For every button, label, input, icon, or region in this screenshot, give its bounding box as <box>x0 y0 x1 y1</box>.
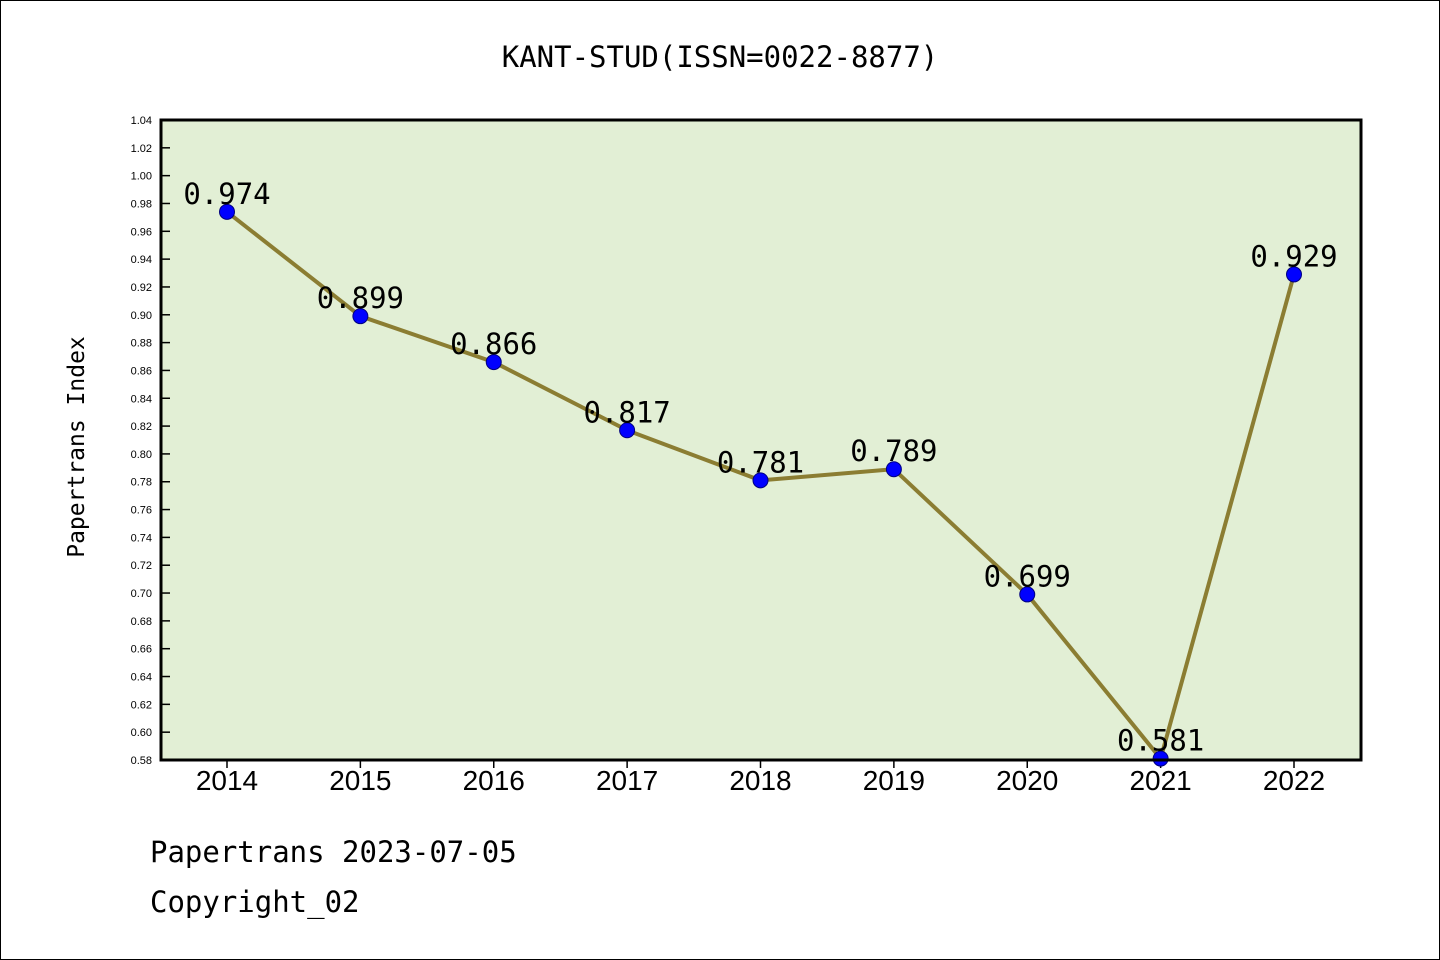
plot-area <box>161 120 1361 760</box>
data-point <box>219 203 235 220</box>
y-tick-label: 1.04 <box>131 115 152 127</box>
y-tick-label: 0.74 <box>131 532 152 544</box>
x-tick-label: 2022 <box>1263 765 1325 796</box>
chart-title: KANT-STUD(ISSN=0022-8877) <box>502 40 939 74</box>
data-point <box>1286 266 1302 283</box>
data-label: 0.929 <box>1250 239 1337 273</box>
y-tick-label: 0.78 <box>131 477 152 489</box>
y-tick-label: 1.02 <box>131 143 152 155</box>
data-point <box>619 422 636 439</box>
data-label: 0.699 <box>984 559 1071 593</box>
y-tick-label: 0.64 <box>131 672 152 684</box>
y-tick-label: 0.62 <box>131 699 152 711</box>
y-tick-label: 0.92 <box>131 282 152 294</box>
x-tick-label: 2014 <box>196 765 258 796</box>
data-label: 0.817 <box>583 395 670 429</box>
data-point <box>885 461 902 478</box>
data-label: 0.974 <box>183 177 270 211</box>
data-point <box>485 354 502 371</box>
plot-border <box>159 118 1363 762</box>
footer-date: Papertrans 2023-07-05 <box>150 835 517 869</box>
y-tick-label: 0.88 <box>131 338 152 350</box>
y-tick-label: 0.80 <box>131 449 152 461</box>
x-axis: 2014 2015 2016 2017 2018 2019 2020 2021 2022 <box>196 760 1325 796</box>
data-labels: 0.974 0.899 0.866 0.817 0.781 0.789 0.699 0.581… <box>183 177 1337 758</box>
y-tick-label: 0.86 <box>131 365 152 377</box>
data-label: 0.781 <box>717 445 804 479</box>
y-tick-label: 0.66 <box>131 644 152 656</box>
y-tick-label: 0.98 <box>131 198 152 210</box>
data-point <box>352 308 369 325</box>
y-tick-label: 0.96 <box>131 226 152 238</box>
y-tick-label: 0.72 <box>131 560 152 572</box>
footer-copyright: Copyright_02 <box>150 885 360 919</box>
data-point <box>752 472 769 489</box>
data-label: 0.789 <box>850 434 937 468</box>
x-tick-label: 2020 <box>996 765 1058 796</box>
x-tick-label: 2015 <box>329 765 391 796</box>
y-axis: 0.58 0.60 0.62 0.64 0.66 0.68 0.70 0.72 0.74 0.76… <box>131 115 170 767</box>
x-tick-label: 2018 <box>729 765 791 796</box>
x-tick-label: 2019 <box>863 765 925 796</box>
data-label: 0.581 <box>1117 724 1204 758</box>
data-label: 0.899 <box>317 281 404 315</box>
y-tick-label: 0.84 <box>131 393 152 405</box>
data-point <box>1019 586 1036 603</box>
x-tick-label: 2017 <box>596 765 658 796</box>
y-tick-label: 0.94 <box>131 254 152 266</box>
x-tick-label: 2016 <box>463 765 525 796</box>
y-tick-label: 0.76 <box>131 505 152 517</box>
data-label: 0.866 <box>450 327 537 361</box>
y-tick-label: 0.90 <box>131 310 152 322</box>
x-tick-label: 2021 <box>1129 765 1191 796</box>
y-tick-label: 0.70 <box>131 588 152 600</box>
y-tick-label: 0.60 <box>131 727 152 739</box>
y-tick-label: 0.82 <box>131 421 152 433</box>
y-tick-label: 1.00 <box>131 171 152 183</box>
y-axis-label: Papertrans Index <box>64 336 90 558</box>
y-tick-label: 0.58 <box>131 755 152 767</box>
y-tick-label: 0.68 <box>131 616 152 628</box>
series-line-group <box>219 203 1302 767</box>
